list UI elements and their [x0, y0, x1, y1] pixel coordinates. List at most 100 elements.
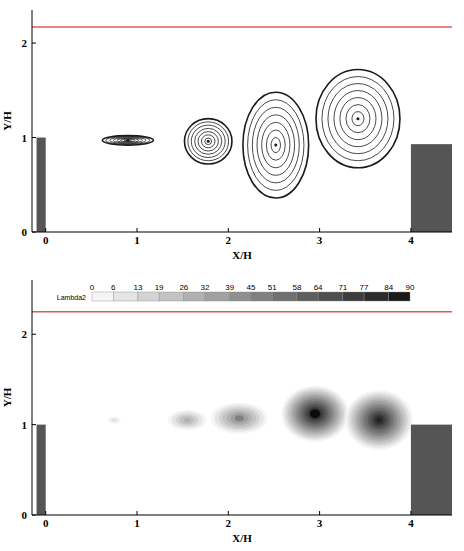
x-tick — [319, 228, 320, 232]
contour-level — [357, 401, 400, 439]
colorbar-tick-label: 13 — [133, 283, 142, 292]
streamline — [271, 138, 280, 153]
x-tick-label: 3 — [317, 517, 323, 529]
colorbar-tick-label: 84 — [384, 283, 393, 292]
colorbar-background — [44, 282, 418, 303]
streamline — [201, 135, 215, 148]
plot-area — [32, 27, 452, 232]
y-tick-label: 1 — [22, 419, 28, 431]
x-axis-title: X/H — [232, 249, 252, 261]
obstacle — [411, 144, 452, 232]
contour-level — [368, 410, 391, 430]
x-tick-label: 0 — [43, 517, 49, 529]
contour-level — [111, 418, 117, 422]
streamline — [322, 77, 394, 161]
streamline — [124, 140, 131, 141]
streamline — [106, 136, 150, 144]
colorbar-cell — [92, 292, 113, 301]
contour-level — [293, 395, 337, 432]
x-tick-label: 1 — [134, 517, 140, 529]
colorbar-cell — [205, 292, 230, 301]
contour-level — [347, 392, 410, 448]
contour-level — [365, 408, 393, 433]
streamline — [257, 115, 295, 175]
y-tick — [32, 424, 36, 425]
x-tick — [137, 511, 138, 515]
streamline — [195, 128, 222, 154]
streamline — [188, 122, 229, 161]
streamline — [191, 125, 225, 157]
streamline — [316, 70, 400, 168]
colorbar-tick-label: 32 — [201, 283, 210, 292]
colorbar-tick-label: 45 — [247, 283, 256, 292]
colorbar-tick-label: 71 — [338, 283, 347, 292]
colorbar-cell — [364, 292, 389, 301]
contour-level — [219, 407, 260, 430]
colorbar-cell — [113, 292, 138, 301]
x-axis — [32, 515, 452, 516]
colorbar-title: Lambda2 — [57, 294, 86, 301]
streamline — [262, 122, 290, 167]
x-tick — [410, 511, 411, 515]
obstacle — [37, 138, 46, 232]
streamline — [266, 130, 285, 160]
x-tick-label: 4 — [408, 517, 414, 529]
streamline — [248, 100, 304, 191]
streamline — [243, 92, 309, 198]
contour-level — [235, 415, 244, 421]
y-axis-title: Y/H — [1, 111, 13, 131]
contour-level — [355, 399, 403, 441]
streamline — [184, 119, 231, 164]
vortex-center — [356, 117, 359, 120]
streamline — [117, 138, 139, 142]
streamline — [328, 84, 388, 154]
colorbar-tick-label: 19 — [155, 283, 164, 292]
figure: 01234012X/HY/H01234012X/HY/H061319263239… — [0, 0, 464, 551]
y-tick — [32, 334, 36, 335]
colorbar-tick-label: 77 — [360, 283, 369, 292]
reference-line — [32, 26, 452, 28]
vortex-center — [274, 144, 277, 147]
contour-level — [180, 416, 195, 425]
colorbar-cell — [272, 292, 297, 301]
streamline — [205, 138, 212, 144]
y-tick-label: 1 — [22, 132, 28, 144]
contour-level — [375, 416, 383, 423]
colorbar-cell — [138, 292, 159, 301]
contour-level — [300, 401, 330, 427]
colorbar-cell — [251, 292, 272, 301]
contour-level — [222, 409, 256, 428]
y-tick-label: 2 — [22, 37, 28, 49]
obstacle — [37, 425, 46, 515]
contour-level — [227, 411, 252, 425]
x-tick — [228, 511, 229, 515]
contour-level — [281, 386, 349, 442]
colorbar-tick-label: 6 — [111, 283, 116, 292]
y-axis — [32, 280, 33, 515]
contour-level — [168, 410, 207, 430]
colorbar-tick-label: 39 — [225, 283, 234, 292]
contour-level — [298, 399, 333, 428]
x-tick-label: 1 — [134, 234, 140, 246]
y-tick-label: 0 — [22, 226, 28, 238]
colorbar-tick-label: 64 — [314, 283, 323, 292]
vortex-center — [207, 140, 210, 143]
x-tick-label: 3 — [317, 234, 323, 246]
contour-level — [352, 397, 405, 444]
streamline — [346, 105, 370, 133]
colorbar-cell — [318, 292, 343, 301]
contour-level — [288, 391, 342, 436]
contour-level — [345, 390, 413, 450]
colorbar-cell — [184, 292, 205, 301]
streamline — [110, 137, 147, 144]
x-tick — [410, 228, 411, 232]
contour-level — [291, 393, 340, 434]
x-tick-label: 4 — [408, 234, 414, 246]
y-tick — [32, 43, 36, 44]
contour-level — [360, 403, 398, 436]
x-tick — [319, 511, 320, 515]
contour-level — [362, 405, 395, 434]
vortex-center — [126, 139, 129, 142]
y-tick — [32, 232, 36, 233]
colorbar-cell — [389, 292, 410, 301]
